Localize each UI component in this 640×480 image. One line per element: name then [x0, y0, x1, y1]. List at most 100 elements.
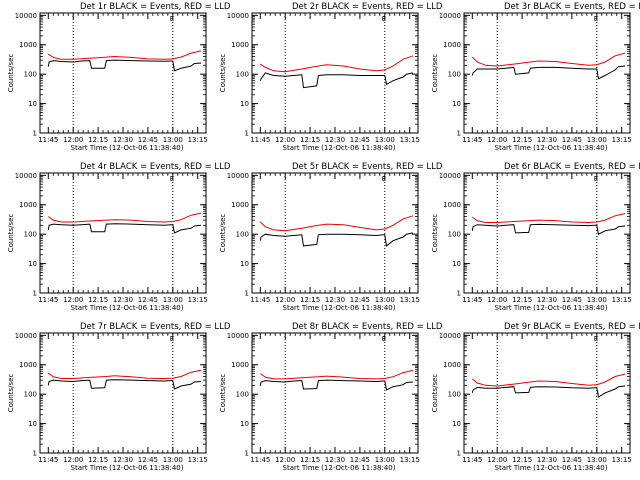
x-tick-label: 13:15 — [612, 296, 632, 304]
x-tick-label: 12:00 — [275, 136, 295, 144]
series-lld — [471, 52, 626, 67]
e-marker: E — [170, 335, 174, 343]
y-tick-label: 100 — [236, 231, 249, 239]
x-tick-label: 12:00 — [63, 136, 83, 144]
series-events — [471, 223, 626, 235]
x-tick-label: 12:45 — [562, 136, 582, 144]
panel-6r: Det 6r BLACK = Events, RED = LLD 1 10 100 10… — [431, 162, 640, 312]
y-axis-label: Counts/sec — [219, 214, 227, 253]
x-tick-label: 12:30 — [325, 136, 345, 144]
y-axis-label: Counts/sec — [431, 374, 439, 413]
e-marker: E — [170, 175, 174, 183]
x-tick-label: 12:30 — [537, 456, 557, 464]
panel-title: Det 8r BLACK = Events, RED = LLD — [292, 322, 443, 332]
e-marker: E — [382, 335, 386, 343]
x-tick-label: 13:00 — [375, 296, 395, 304]
y-tick-label: 10 — [240, 100, 249, 108]
e-marker: E — [382, 15, 386, 23]
y-tick-label: 10000 — [439, 332, 461, 340]
y-axis-label: Counts/sec — [219, 374, 227, 413]
y-tick-label: 100 — [24, 71, 37, 79]
x-tick-label: 12:00 — [275, 296, 295, 304]
e-marker: E — [594, 175, 598, 183]
series-lld — [260, 369, 414, 380]
panel-title: Det 5r BLACK = Events, RED = LLD — [292, 162, 443, 172]
series-events — [259, 232, 414, 247]
y-tick-label: 1 — [33, 130, 37, 138]
y-tick-label: 10 — [452, 260, 461, 268]
x-axis-label: Start Time (12-Oct-06 11:38:40) — [283, 304, 396, 312]
x-tick-label: 13:00 — [587, 296, 607, 304]
y-tick-label: 10000 — [439, 172, 461, 180]
y-tick-label: 100 — [448, 231, 461, 239]
y-tick-label: 10 — [28, 100, 37, 108]
panel-title: Det 1r BLACK = Events, RED = LLD — [80, 2, 231, 12]
x-tick-label: 12:00 — [63, 296, 83, 304]
panel-3r: Det 3r BLACK = Events, RED = LLD 1 10 100 10… — [431, 2, 640, 152]
x-tick-label: 11:45 — [250, 136, 270, 144]
x-tick-label: 12:00 — [275, 456, 295, 464]
series-events — [259, 72, 414, 89]
series-lld — [260, 55, 414, 73]
y-tick-label: 10 — [240, 260, 249, 268]
panel-title: Det 6r BLACK = Events, RED = LLD — [504, 162, 640, 172]
series-lld — [48, 369, 202, 380]
panel-7r: Det 7r BLACK = Events, RED = LLD 1 10 100 10… — [7, 322, 231, 472]
x-tick-label: 13:15 — [188, 136, 208, 144]
y-tick-label: 10000 — [15, 172, 37, 180]
series-events — [471, 65, 626, 80]
x-tick-label: 11:45 — [462, 296, 482, 304]
x-axis-label: Start Time (12-Oct-06 11:38:40) — [495, 304, 608, 312]
x-tick-label: 12:45 — [138, 456, 158, 464]
e-marker: E — [170, 15, 174, 23]
x-tick-label: 13:00 — [375, 456, 395, 464]
x-tick-label: 12:45 — [562, 296, 582, 304]
panel-title: Det 7r BLACK = Events, RED = LLD — [80, 322, 231, 332]
x-tick-label: 13:15 — [400, 456, 420, 464]
y-tick-label: 1 — [457, 290, 461, 298]
series-events — [47, 379, 202, 390]
x-tick-label: 12:00 — [487, 136, 507, 144]
y-tick-label: 1000 — [443, 41, 461, 49]
y-tick-label: 10 — [28, 260, 37, 268]
x-tick-label: 12:45 — [350, 136, 370, 144]
series-lld — [472, 213, 626, 224]
y-tick-label: 100 — [236, 391, 249, 399]
y-tick-label: 100 — [24, 391, 37, 399]
x-tick-label: 12:00 — [487, 456, 507, 464]
x-axis-label: Start Time (12-Oct-06 11:38:40) — [283, 464, 396, 472]
y-tick-label: 10 — [452, 100, 461, 108]
y-tick-label: 10000 — [15, 332, 37, 340]
x-tick-label: 12:15 — [512, 456, 532, 464]
panel-title: Det 4r BLACK = Events, RED = LLD — [80, 162, 231, 172]
y-tick-label: 100 — [448, 391, 461, 399]
panel-9r: Det 9r BLACK = Events, RED = LLD 1 10 100 10… — [431, 322, 640, 472]
x-tick-label: 13:00 — [587, 456, 607, 464]
panel-2r: Det 2r BLACK = Events, RED = LLD 1 10 100 10… — [219, 2, 443, 152]
x-tick-label: 13:00 — [163, 456, 183, 464]
x-tick-label: 12:30 — [325, 456, 345, 464]
x-axis-label: Start Time (12-Oct-06 11:38:40) — [71, 304, 184, 312]
x-tick-label: 13:00 — [163, 296, 183, 304]
x-tick-label: 13:15 — [612, 136, 632, 144]
x-tick-label: 13:15 — [400, 136, 420, 144]
series-lld — [471, 373, 626, 387]
y-tick-label: 1 — [33, 450, 37, 458]
x-axis-label: Start Time (12-Oct-06 11:38:40) — [495, 144, 608, 152]
x-tick-label: 11:45 — [462, 136, 482, 144]
x-tick-label: 12:30 — [113, 456, 133, 464]
panel-title: Det 9r BLACK = Events, RED = LLD — [504, 322, 640, 332]
panel-title: Det 3r BLACK = Events, RED = LLD — [504, 2, 640, 12]
panel-5r: Det 5r BLACK = Events, RED = LLD 1 10 100 10… — [219, 162, 443, 312]
y-tick-label: 1000 — [231, 361, 249, 369]
y-tick-label: 10 — [28, 420, 37, 428]
y-tick-label: 1 — [245, 130, 249, 138]
x-tick-label: 12:00 — [63, 456, 83, 464]
panel-4r: Det 4r BLACK = Events, RED = LLD 1 10 100 10… — [7, 162, 231, 312]
y-tick-label: 1000 — [19, 41, 37, 49]
x-tick-label: 12:15 — [300, 456, 320, 464]
x-tick-label: 13:00 — [375, 136, 395, 144]
x-tick-label: 13:00 — [163, 136, 183, 144]
x-axis-label: Start Time (12-Oct-06 11:38:40) — [283, 144, 396, 152]
